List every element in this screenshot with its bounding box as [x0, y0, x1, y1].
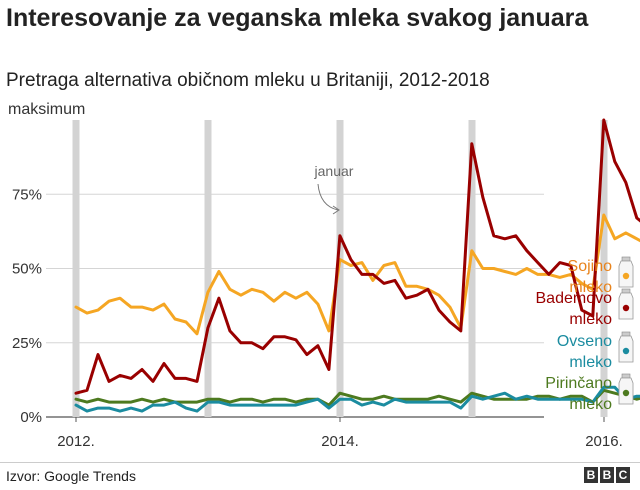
bottle-cap-icon — [621, 256, 631, 262]
legend-label: Sojino — [568, 258, 613, 275]
y-tick-label: 0% — [20, 409, 42, 426]
logo-letter: B — [600, 467, 614, 483]
bottle-cap-icon — [621, 288, 631, 294]
bottle-cap-icon — [621, 373, 631, 379]
y-tick-labels: 0% 25% 50% 75% — [12, 186, 42, 426]
january-marker — [204, 120, 212, 417]
legend-label: Pirinčano — [545, 375, 612, 392]
series-line-0 — [74, 213, 640, 336]
bottle-emblem-icon — [622, 389, 630, 397]
series-line-2 — [74, 385, 640, 413]
bottle-cap-icon — [621, 331, 631, 337]
legend-label: mleko — [569, 354, 612, 371]
logo-letter: C — [616, 467, 630, 483]
logo-letter: B — [584, 467, 598, 483]
legend-label: mleko — [569, 279, 612, 296]
bottle-emblem-icon — [622, 347, 630, 355]
gridlines — [46, 193, 544, 418]
milk-bottle-icon — [618, 256, 634, 288]
bottle-emblem-icon — [622, 272, 630, 280]
january-marker — [600, 120, 608, 417]
january-marker — [468, 120, 476, 417]
x-tick-label: 2014. — [321, 433, 359, 450]
series-line-1 — [74, 118, 640, 395]
x-tick-label: 2016. — [585, 433, 623, 450]
y-axis-label: maksimum — [8, 101, 86, 118]
milk-bottle-icon — [618, 331, 634, 363]
milk-bottle-icon — [618, 373, 634, 405]
source-note: Izvor: Google Trends — [6, 468, 136, 484]
milk-bottle-icon — [618, 288, 634, 320]
x-tick-label: 2012. — [57, 433, 95, 450]
series-lines — [74, 118, 640, 413]
legend-label: mleko — [569, 311, 612, 328]
x-tick-labels: 2012.2014.2016.2018. — [57, 417, 623, 450]
bbc-logo: B B C — [584, 467, 630, 483]
y-tick-label: 25% — [12, 335, 42, 352]
legend-label: Ovseno — [557, 333, 612, 350]
footer-divider — [0, 462, 640, 463]
legend-label: mleko — [569, 396, 612, 413]
line-chart: 0%25%50%75% 2012.2014.2016.2018. januar … — [12, 118, 640, 450]
january-annotation: januar — [314, 163, 354, 215]
legend-label: Bademovo — [536, 290, 613, 307]
y-tick-label: 75% — [12, 186, 42, 203]
chart-subtitle: Pretraga alternativa običnom mleku u Bri… — [6, 70, 490, 91]
january-marker — [72, 120, 80, 417]
bottle-emblem-icon — [622, 304, 630, 312]
y-tick-label: 50% — [12, 261, 42, 278]
annotation-arrow — [317, 183, 339, 211]
legend: SojinomlekoBademovomlekoOvsenomlekoPirin… — [536, 256, 634, 413]
chart-title: Interesovanje za veganska mleka svakog j… — [6, 4, 589, 32]
annotation-arrowhead — [332, 205, 340, 215]
annotation-label: januar — [314, 163, 354, 179]
